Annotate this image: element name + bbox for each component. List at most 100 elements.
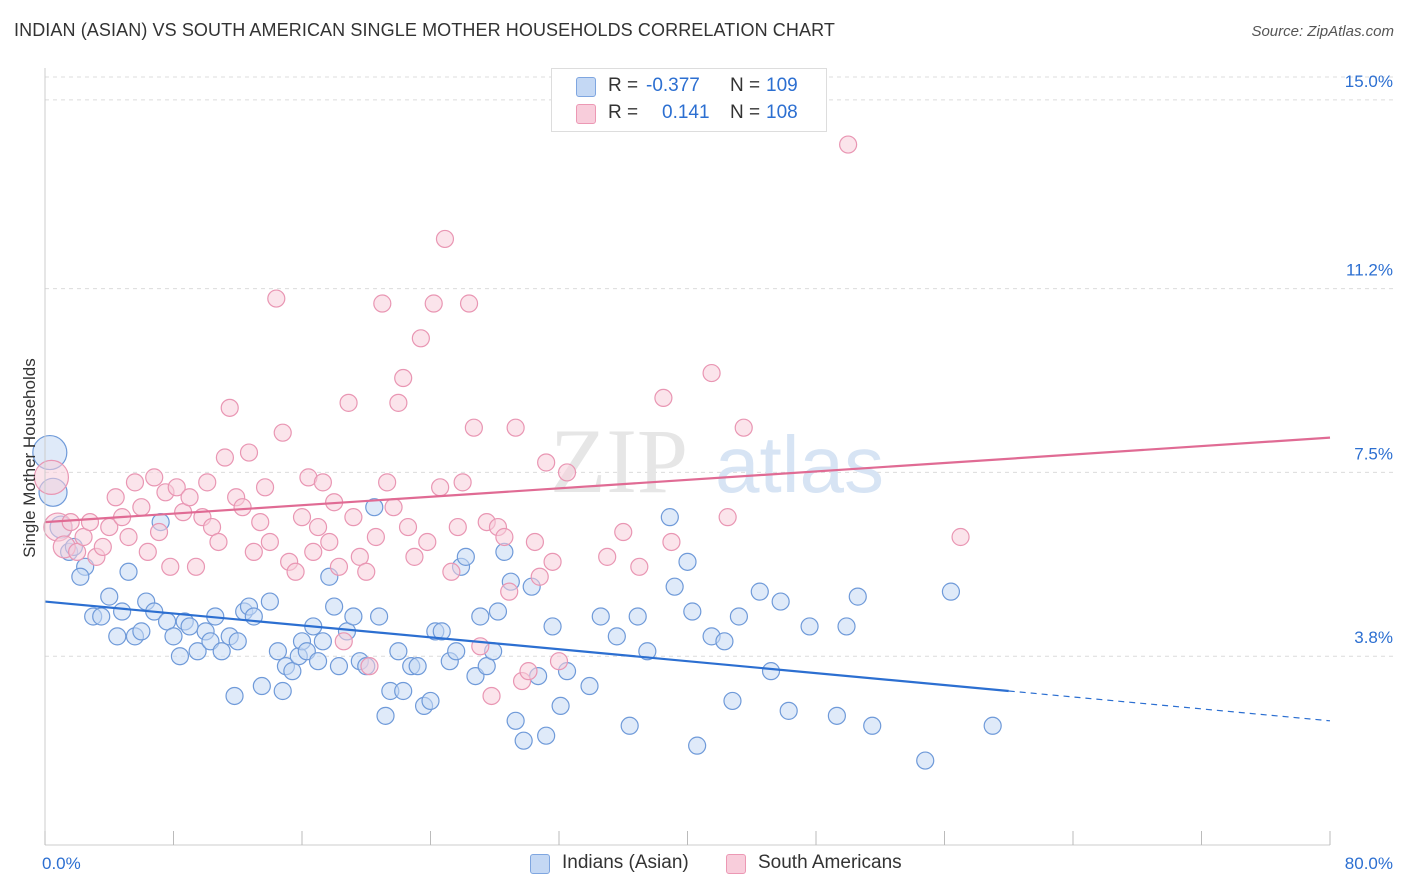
data-point-indians-asian xyxy=(164,627,183,646)
data-point-indians-asian xyxy=(325,597,344,616)
data-point-indians-asian xyxy=(678,552,697,571)
data-point-south-americans xyxy=(384,498,403,517)
data-point-south-americans xyxy=(951,527,970,547)
series-south-americans xyxy=(33,135,970,706)
data-point-indians-asian xyxy=(394,681,413,701)
source-label: Source: ZipAtlas.com xyxy=(1251,23,1394,40)
data-point-indians-asian xyxy=(983,716,1002,735)
data-point-south-americans xyxy=(198,473,217,492)
y-axis-label: Single Mother Households xyxy=(20,358,39,557)
data-point-south-americans xyxy=(320,532,339,552)
data-point-indians-asian xyxy=(119,562,138,581)
data-point-south-americans xyxy=(537,453,556,472)
data-point-south-americans xyxy=(448,517,467,537)
r-label: R = xyxy=(608,75,639,96)
y-tick-label: 11.2% xyxy=(1346,261,1393,280)
data-point-south-americans xyxy=(519,662,538,681)
data-point-south-americans xyxy=(286,562,305,581)
data-point-south-americans xyxy=(255,478,275,497)
r-value-blue: -0.377 xyxy=(646,75,700,96)
data-point-indians-asian xyxy=(514,731,533,750)
data-point-south-americans xyxy=(145,468,164,487)
data-point-indians-asian xyxy=(800,617,819,636)
data-point-south-americans xyxy=(366,527,385,547)
data-point-south-americans xyxy=(442,562,461,581)
data-point-indians-asian xyxy=(447,642,466,661)
data-point-south-americans xyxy=(435,229,455,249)
data-point-south-americans xyxy=(394,368,413,388)
data-point-indians-asian xyxy=(376,706,395,725)
data-point-indians-asian xyxy=(715,632,734,651)
y-tick-label: 3.8% xyxy=(1354,628,1393,647)
data-point-indians-asian xyxy=(729,607,749,626)
y-tick-label: 15.0% xyxy=(1345,72,1393,91)
data-point-indians-asian xyxy=(941,582,961,601)
data-point-indians-asian xyxy=(863,716,882,735)
trend-line-indians-asian xyxy=(44,600,1009,693)
data-point-indians-asian xyxy=(916,751,935,770)
data-point-south-americans xyxy=(167,478,186,497)
data-point-south-americans xyxy=(378,473,397,492)
blue-swatch-icon xyxy=(530,854,550,874)
data-point-south-americans xyxy=(424,294,443,313)
data-point-indians-asian xyxy=(688,736,707,755)
data-point-indians-asian xyxy=(580,676,599,696)
data-point-indians-asian xyxy=(471,607,490,626)
data-point-south-americans xyxy=(33,459,70,495)
data-point-indians-asian xyxy=(779,701,798,720)
data-point-south-americans xyxy=(329,557,349,576)
data-point-indians-asian xyxy=(370,607,389,626)
data-point-south-americans xyxy=(482,686,501,706)
data-point-south-americans xyxy=(308,517,328,537)
data-point-south-americans xyxy=(149,522,169,542)
trend-layer xyxy=(44,436,1331,722)
legend-label-indians-asian: Indians (Asian) xyxy=(562,852,689,873)
data-point-indians-asian xyxy=(683,602,702,621)
data-point-indians-asian xyxy=(308,652,328,671)
data-point-south-americans xyxy=(360,657,379,676)
data-point-south-americans xyxy=(273,423,292,442)
data-point-south-americans xyxy=(411,329,430,348)
data-point-south-americans xyxy=(389,393,408,412)
data-point-indians-asian xyxy=(100,587,119,606)
data-point-south-americans xyxy=(186,557,206,576)
data-point-south-americans xyxy=(344,508,363,527)
pink-swatch-icon xyxy=(726,854,746,874)
data-point-south-americans xyxy=(209,532,228,552)
data-point-south-americans xyxy=(334,632,353,651)
data-point-indians-asian xyxy=(607,627,626,646)
data-point-indians-asian xyxy=(268,642,288,661)
legend-label-south-americans: South Americans xyxy=(758,852,902,873)
data-point-south-americans xyxy=(398,517,418,537)
data-point-indians-asian xyxy=(389,642,408,661)
pink-swatch-icon xyxy=(576,104,596,124)
data-point-indians-asian xyxy=(620,716,639,735)
data-point-south-americans xyxy=(233,498,252,517)
data-point-south-americans xyxy=(267,289,286,308)
data-point-south-americans xyxy=(93,537,112,557)
data-point-south-americans xyxy=(839,135,858,154)
data-point-indians-asian xyxy=(543,617,562,636)
n-label: N = xyxy=(730,75,761,96)
data-point-indians-asian xyxy=(180,617,199,636)
data-point-indians-asian xyxy=(188,642,207,661)
data-point-south-americans xyxy=(119,527,138,547)
data-point-south-americans xyxy=(702,363,721,383)
data-point-south-americans xyxy=(431,478,450,497)
x-tick-label: 0.0% xyxy=(42,854,81,873)
data-point-indians-asian xyxy=(421,691,440,711)
x-tick-label: 80.0% xyxy=(1345,854,1393,873)
data-point-indians-asian xyxy=(537,726,556,745)
r-label: R = xyxy=(608,102,639,123)
data-point-indians-asian xyxy=(551,696,570,716)
data-point-indians-asian xyxy=(252,676,271,696)
data-point-indians-asian xyxy=(212,642,231,661)
data-point-south-americans xyxy=(138,542,157,562)
data-point-indians-asian xyxy=(628,607,647,626)
data-point-indians-asian xyxy=(665,577,684,596)
data-point-south-americans xyxy=(543,552,562,571)
n-value-pink: 108 xyxy=(766,102,798,123)
data-point-south-americans xyxy=(304,542,323,562)
data-point-indians-asian xyxy=(170,647,190,666)
data-point-indians-asian xyxy=(827,706,846,725)
